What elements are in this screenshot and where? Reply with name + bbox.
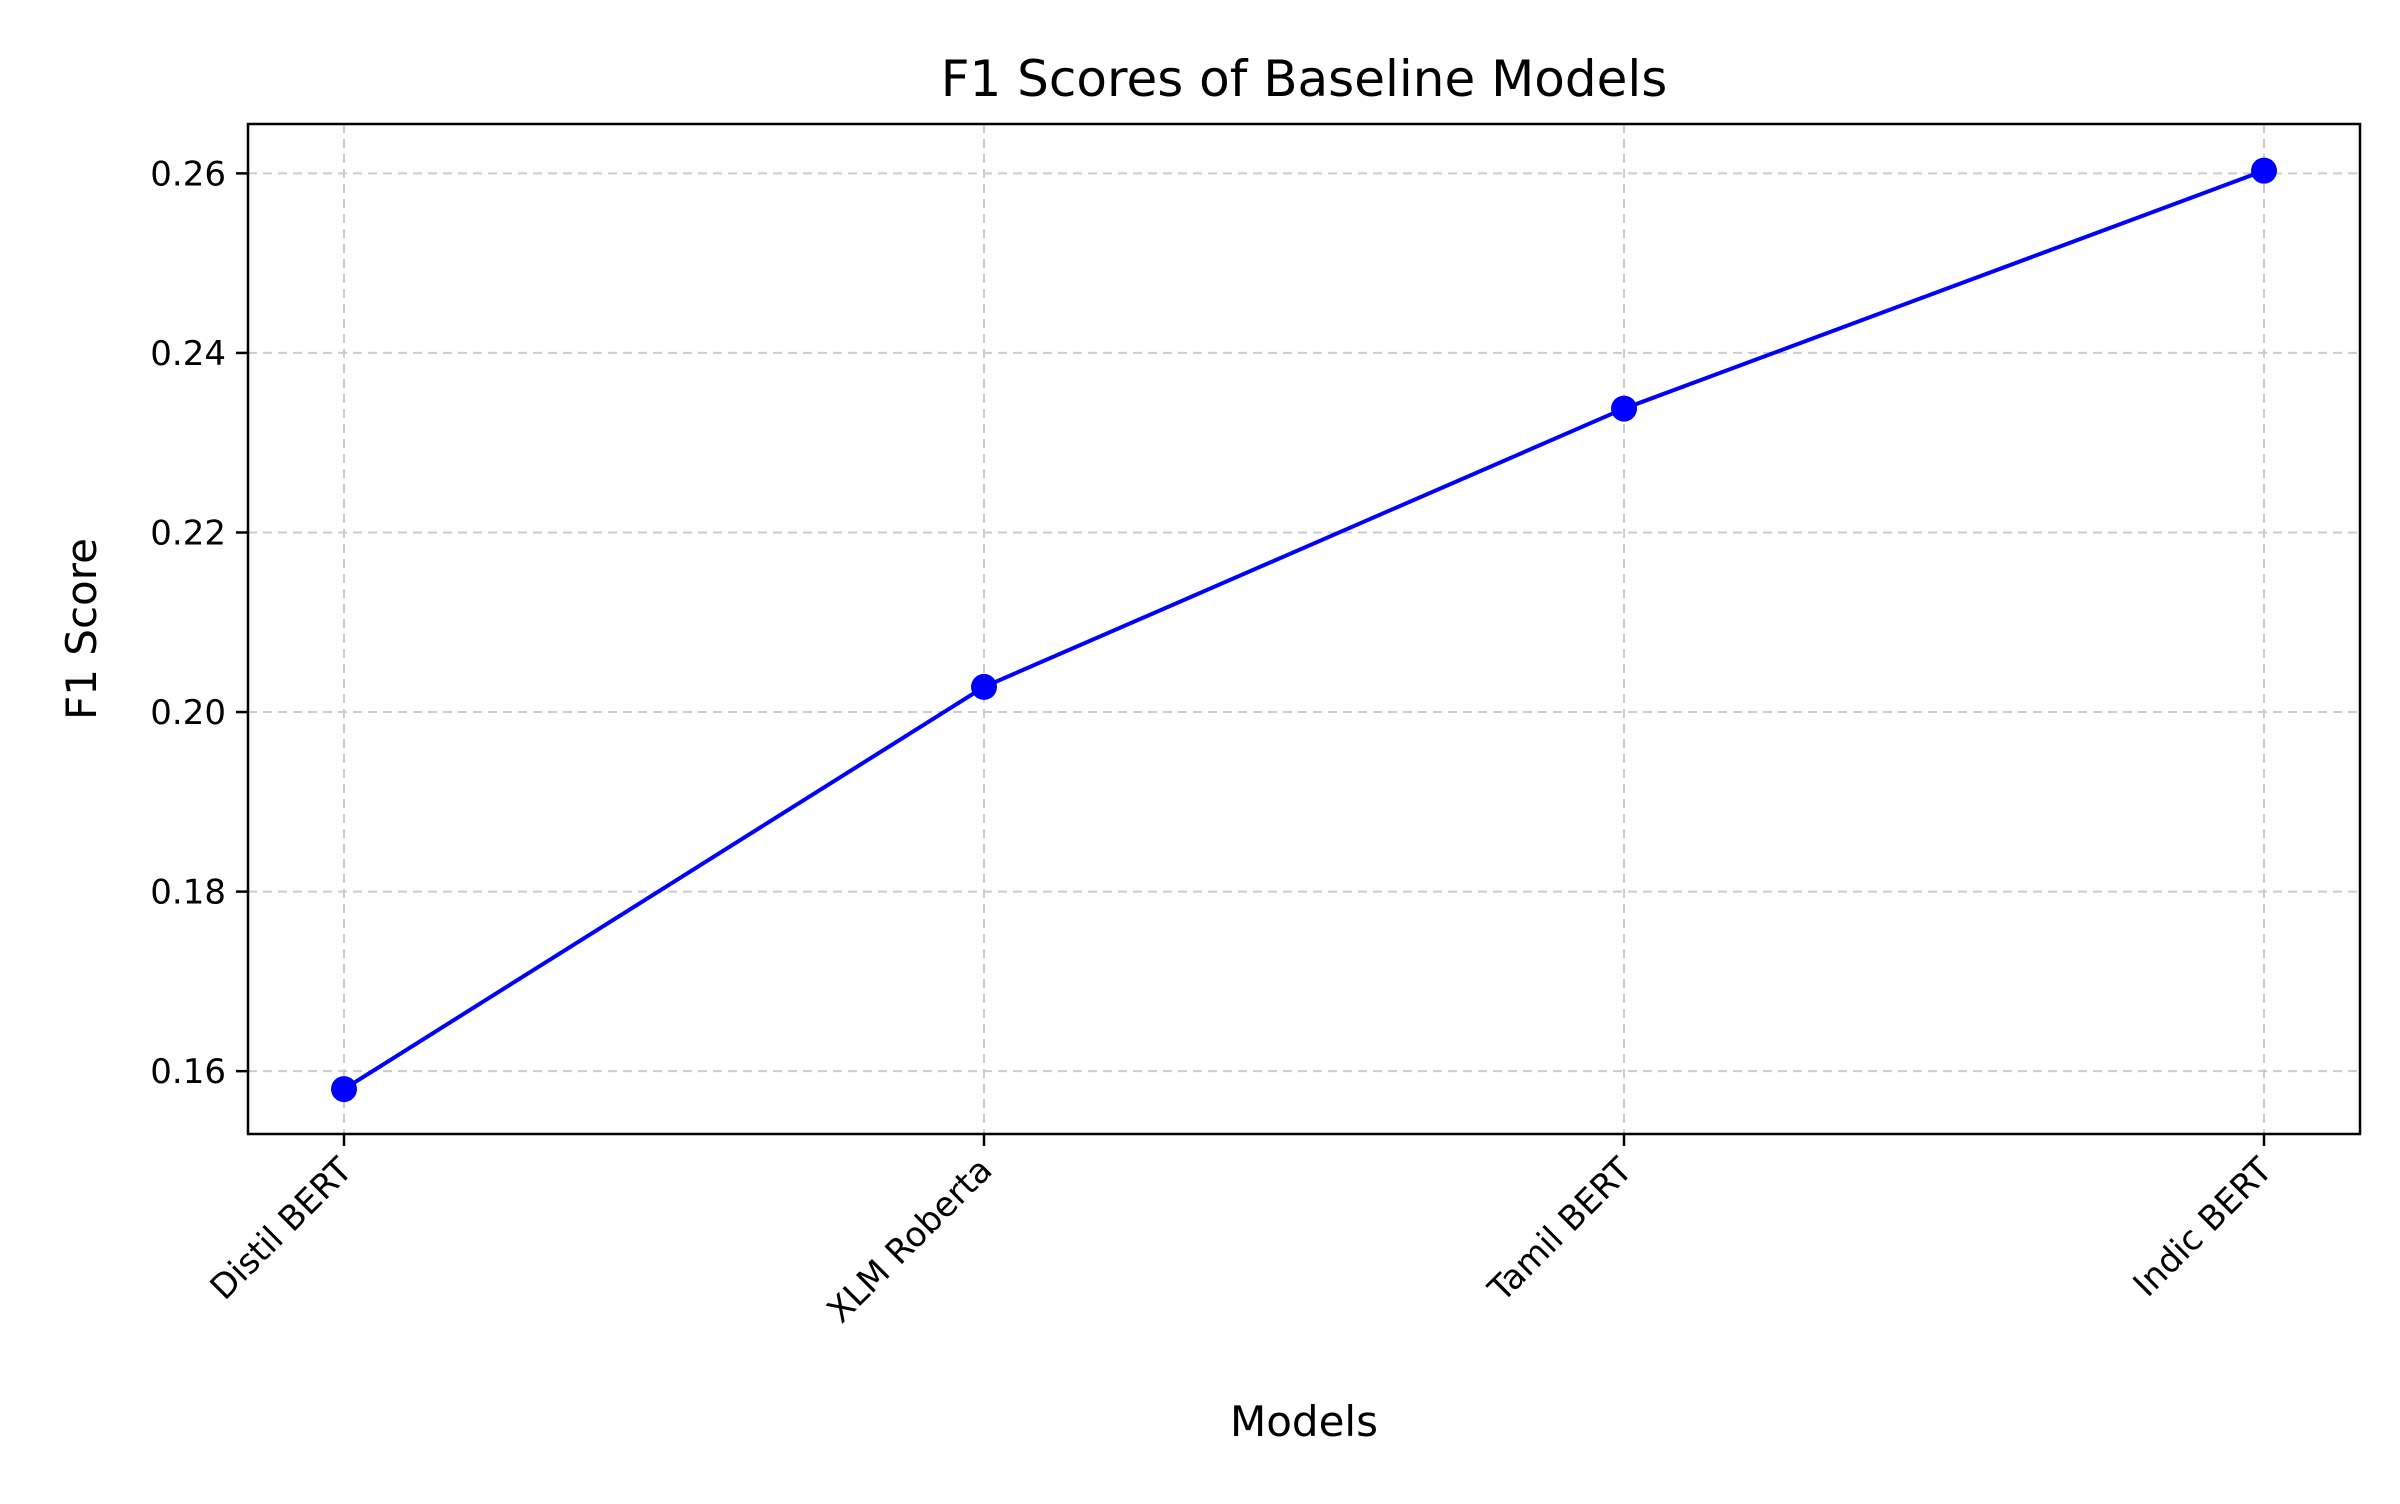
x-tick-label: Tamil BERT: [1480, 1150, 1640, 1310]
y-tick-label: 0.22: [150, 513, 226, 553]
y-tick-label: 0.26: [150, 154, 226, 194]
y-axis: 0.16 0.18 0.20 0.22 0.24 0.26: [150, 154, 248, 1092]
data-point: [1611, 395, 1637, 422]
y-tick-label: 0.16: [150, 1052, 226, 1092]
y-axis-label: F1 Score: [57, 538, 106, 720]
series-line: [342, 168, 2265, 1091]
x-tick-label: XLM Roberta: [819, 1150, 1000, 1331]
series-layer: [331, 157, 2277, 1103]
x-tick-label: Distil BERT: [203, 1150, 361, 1308]
x-axis: Distil BERT XLM Roberta Tamil BERT Indic BE…: [203, 1134, 2281, 1331]
data-point: [331, 1076, 357, 1103]
y-tick-label: 0.20: [150, 693, 226, 733]
x-axis-label: Models: [1230, 1397, 1378, 1446]
data-point: [971, 673, 997, 700]
plot-frame: [246, 122, 2362, 1136]
grid: [248, 124, 2360, 1134]
data-point: [2251, 157, 2277, 184]
x-tick-label: Indic BERT: [2126, 1150, 2281, 1305]
y-tick-label: 0.24: [150, 334, 226, 374]
chart-title: F1 Scores of Baseline Models: [941, 50, 1668, 108]
y-tick-label: 0.18: [150, 873, 226, 913]
